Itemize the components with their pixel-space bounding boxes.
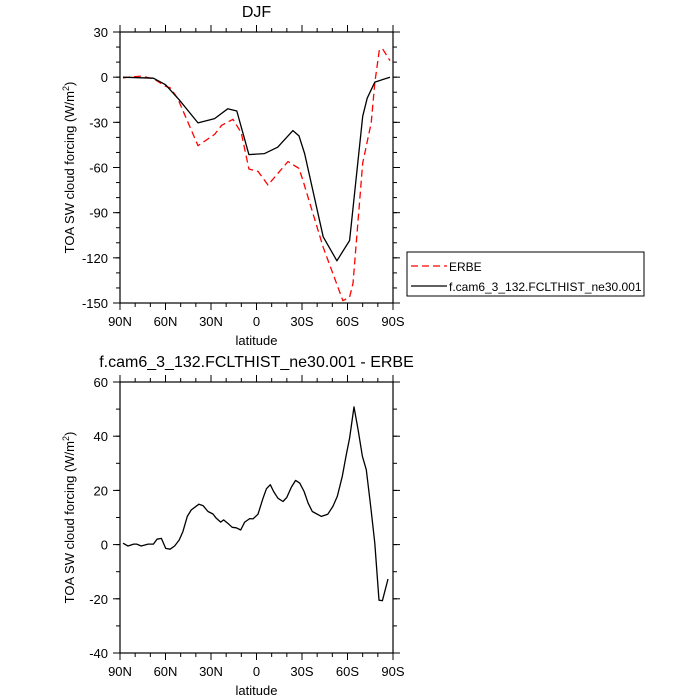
x-tick-label: 30S xyxy=(290,664,313,679)
y-tick-label: -90 xyxy=(89,206,108,221)
y-tick-label: -20 xyxy=(89,592,108,607)
y-axis-label-text: TOA SW cloud forcing (W/m xyxy=(62,91,77,253)
y-tick-label: -30 xyxy=(89,115,108,130)
y-tick-label: -120 xyxy=(82,251,108,266)
y-tick-label: 20 xyxy=(94,483,108,498)
y-tick-label: 0 xyxy=(101,538,108,553)
x-tick-label: 60S xyxy=(336,664,359,679)
x-tick-label: 90N xyxy=(108,314,132,329)
x-tick-label: 30N xyxy=(199,664,223,679)
y-axis-label-superscript: 2 xyxy=(61,86,71,91)
x-tick-label: 0 xyxy=(253,314,260,329)
x-tick-label: 30N xyxy=(199,314,223,329)
x-tick-label: 90N xyxy=(108,664,132,679)
x-tick-label: 0 xyxy=(253,664,260,679)
plot-frame xyxy=(119,381,394,654)
y-axis-label-close: ) xyxy=(62,82,77,86)
legend: ERBE f.cam6_3_132.FCLTHIST_ne30.001 xyxy=(406,251,645,297)
series-line-erbe xyxy=(122,47,391,302)
y-axis-label-superscript: 2 xyxy=(61,436,71,441)
y-tick-label: 30 xyxy=(94,25,108,40)
chart-title: DJF xyxy=(242,4,272,21)
legend-label: ERBE xyxy=(449,260,482,274)
x-tick-label: 90S xyxy=(381,664,404,679)
x-tick-label: 30S xyxy=(290,314,313,329)
plot-0: 90N 60N 30N 0 30S 60S 90S -150 -120 -90 -60 -30 0 30 D… xyxy=(61,4,645,348)
x-tick-label: 60N xyxy=(154,314,178,329)
y-tick-label: -150 xyxy=(82,296,108,311)
y-tick-label: 0 xyxy=(101,70,108,85)
x-axis-label: latitude xyxy=(236,683,278,698)
legend-box xyxy=(406,251,645,297)
x-tick-label: 60S xyxy=(336,314,359,329)
x-axis-label: latitude xyxy=(236,333,278,348)
y-axis-label: TOA SW cloud forcing (W/m2) xyxy=(61,432,77,604)
plot-frame xyxy=(119,31,394,304)
y-tick-label: 60 xyxy=(94,375,108,390)
y-tick-label: 40 xyxy=(94,429,108,444)
plot-1: 90N 60N 30N 0 30S 60S 90S -40 -20 0 20 40 60 f.cam6_3… xyxy=(61,354,414,698)
x-tick-label: 90S xyxy=(381,314,404,329)
legend-label: f.cam6_3_132.FCLTHIST_ne30.001 xyxy=(449,280,642,294)
y-axis-label: TOA SW cloud forcing (W/m2) xyxy=(61,82,77,254)
y-axis-label-close: ) xyxy=(62,432,77,436)
chart-title: f.cam6_3_132.FCLTHIST_ne30.001 - ERBE xyxy=(99,354,414,371)
x-tick-label: 60N xyxy=(154,664,178,679)
y-axis-label-text: TOA SW cloud forcing (W/m xyxy=(62,441,77,603)
series-line-difference xyxy=(122,406,389,602)
y-tick-label: -40 xyxy=(89,646,108,661)
series-line-model xyxy=(122,76,391,262)
y-tick-label: -60 xyxy=(89,161,108,176)
